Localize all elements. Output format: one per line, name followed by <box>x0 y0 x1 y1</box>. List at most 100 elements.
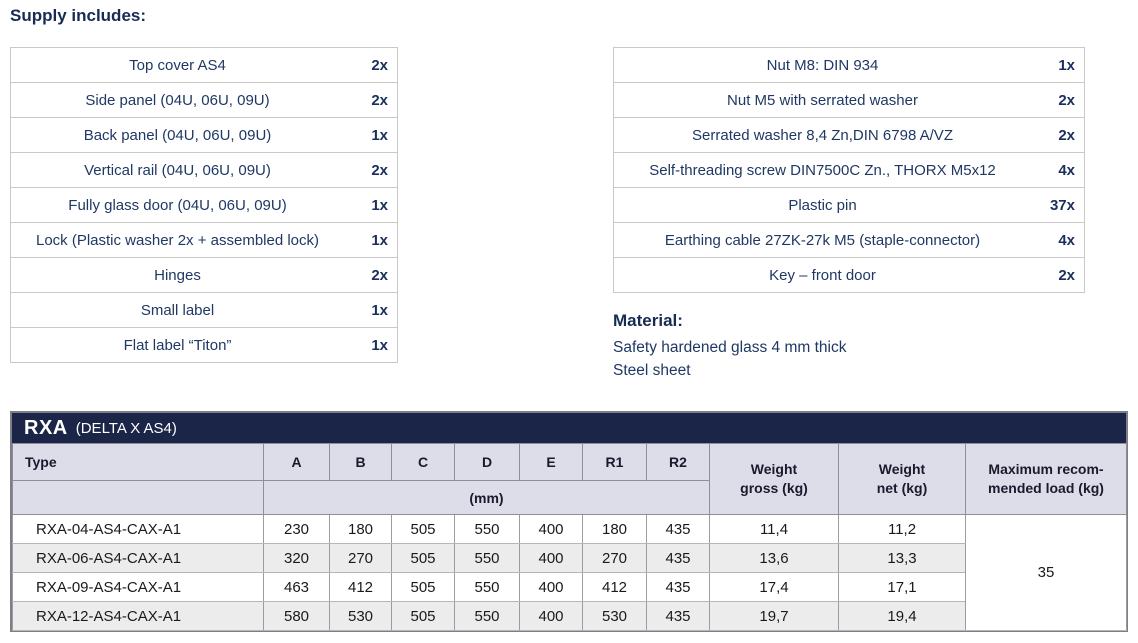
supply-list-right: Nut M8: DIN 934 1x Nut M5 with serrated wa… <box>613 47 1085 293</box>
spec-row: RXA-09-AS4-CAX-A1 463 412 505 550 400 412 435 17… <box>12 572 1127 602</box>
spec-cell-r1: 530 <box>582 601 647 631</box>
spec-cell-r2: 435 <box>646 543 710 573</box>
supply-item-label: Fully glass door (04U, 06U, 09U) <box>10 187 344 223</box>
spec-row: RXA-06-AS4-CAX-A1 320 270 505 550 400 270 435 13… <box>12 543 1127 573</box>
supply-item-qty: 1x <box>1031 47 1085 83</box>
spec-cell-a: 580 <box>263 601 330 631</box>
material-line: Safety hardened glass 4 mm thick <box>613 339 847 356</box>
spec-cell-type: RXA-12-AS4-CAX-A1 <box>12 601 264 631</box>
supply-row: Key – front door 2x <box>613 257 1085 293</box>
col-header-c: C <box>391 443 455 481</box>
col-header-weight-gross: Weight gross (kg) <box>709 443 839 515</box>
col-header-weight-net: Weight net (kg) <box>838 443 966 515</box>
supply-left-body: Top cover AS4 2x Side panel (04U, 06U, 09U… <box>10 47 398 363</box>
supply-item-label: Back panel (04U, 06U, 09U) <box>10 117 344 153</box>
supply-row: Serrated washer 8,4 Zn,DIN 6798 A/VZ 2x <box>613 117 1085 153</box>
spec-cell-gross: 17,4 <box>709 572 839 602</box>
supply-item-qty: 2x <box>344 47 398 83</box>
supply-item-qty: 1x <box>344 187 398 223</box>
spec-cell-r1: 180 <box>582 514 647 544</box>
supply-item-label: Nut M5 with serrated washer <box>613 82 1031 118</box>
supply-row: Flat label “Titon” 1x <box>10 327 398 363</box>
spec-cell-d: 550 <box>454 572 520 602</box>
supply-item-qty: 2x <box>344 152 398 188</box>
spec-cell-c: 505 <box>391 543 455 573</box>
spec-cell-r1: 270 <box>582 543 647 573</box>
col-header-a: A <box>263 443 330 481</box>
col-header-e: E <box>519 443 583 481</box>
material-section: Material: Safety hardened glass 4 mm thi… <box>613 311 846 382</box>
spec-cell-b: 530 <box>329 601 392 631</box>
supply-item-qty: 1x <box>344 327 398 363</box>
spec-row: RXA-04-AS4-CAX-A1 230 180 505 550 400 180 435 11… <box>12 514 1127 631</box>
supply-row: Top cover AS4 2x <box>10 47 398 83</box>
col-header-b: B <box>329 443 392 481</box>
spec-cell-gross: 13,6 <box>709 543 839 573</box>
spec-cell-c: 505 <box>391 601 455 631</box>
supply-item-label: Side panel (04U, 06U, 09U) <box>10 82 344 118</box>
supply-row: Lock (Plastic washer 2x + assembled lock… <box>10 222 398 258</box>
spec-cell-r2: 435 <box>646 601 710 631</box>
supply-item-qty: 2x <box>1031 117 1085 153</box>
spec-cell-r1: 412 <box>582 572 647 602</box>
spec-cell-type: RXA-06-AS4-CAX-A1 <box>12 543 264 573</box>
supply-item-label: Small label <box>10 292 344 328</box>
material-heading: Material: <box>613 311 683 330</box>
spec-cell-e: 400 <box>519 601 583 631</box>
supply-item-label: Serrated washer 8,4 Zn,DIN 6798 A/VZ <box>613 117 1031 153</box>
material-line: Steel sheet <box>613 362 691 379</box>
spec-table-body: RXA-04-AS4-CAX-A1 230 180 505 550 400 180 435 11… <box>12 514 1127 631</box>
spec-cell-gross: 11,4 <box>709 514 839 544</box>
spec-cell-net: 17,1 <box>838 572 966 602</box>
spec-cell-net: 11,2 <box>838 514 966 544</box>
col-header-d: D <box>454 443 520 481</box>
supply-item-qty: 4x <box>1031 222 1085 258</box>
supply-item-qty: 1x <box>344 117 398 153</box>
supply-item-label: Lock (Plastic washer 2x + assembled lock… <box>10 222 344 258</box>
spec-row: RXA-12-AS4-CAX-A1 580 530 505 550 400 530 435 19… <box>12 601 1127 631</box>
supply-item-qty: 1x <box>344 222 398 258</box>
spec-cell-type: RXA-04-AS4-CAX-A1 <box>12 514 264 544</box>
supply-item-qty: 2x <box>344 82 398 118</box>
supply-item-label: Top cover AS4 <box>10 47 344 83</box>
supply-row: Vertical rail (04U, 06U, 09U) 2x <box>10 152 398 188</box>
supply-item-label: Vertical rail (04U, 06U, 09U) <box>10 152 344 188</box>
max-load-value: 35 <box>965 514 1127 631</box>
col-header-max-load: Maximum recom- mended load (kg) <box>965 443 1127 515</box>
spec-subtitle: (DELTA X AS4) <box>75 419 177 437</box>
unit-label-mm: (mm) <box>263 480 710 515</box>
spec-cell-d: 550 <box>454 543 520 573</box>
spec-header-row-1: Type A B C D E R1 R2 Weight gross (kg) W… <box>12 443 1127 515</box>
supply-row: Back panel (04U, 06U, 09U) 1x <box>10 117 398 153</box>
spec-title: RXA <box>24 416 68 439</box>
supply-right-body: Nut M8: DIN 934 1x Nut M5 with serrated wa… <box>613 47 1085 293</box>
spec-cell-d: 550 <box>454 514 520 544</box>
spec-cell-c: 505 <box>391 514 455 544</box>
col-header-type-spacer <box>12 480 264 515</box>
spec-cell-b: 180 <box>329 514 392 544</box>
spec-cell-e: 400 <box>519 514 583 544</box>
col-header-r1: R1 <box>582 443 647 481</box>
supply-row: Side panel (04U, 06U, 09U) 2x <box>10 82 398 118</box>
supply-item-label: Nut M8: DIN 934 <box>613 47 1031 83</box>
spec-cell-type: RXA-09-AS4-CAX-A1 <box>12 572 264 602</box>
supply-item-qty: 1x <box>344 292 398 328</box>
spec-cell-gross: 19,7 <box>709 601 839 631</box>
supply-item-label: Plastic pin <box>613 187 1031 223</box>
supply-item-label: Earthing cable 27ZK-27k M5 (staple-conne… <box>613 222 1031 258</box>
supply-row: Fully glass door (04U, 06U, 09U) 1x <box>10 187 398 223</box>
supply-item-label: Key – front door <box>613 257 1031 293</box>
supply-list-left: Top cover AS4 2x Side panel (04U, 06U, 09U… <box>10 47 398 363</box>
supply-item-qty: 4x <box>1031 152 1085 188</box>
supply-item-label: Self-threading screw DIN7500C Zn., THORX… <box>613 152 1031 188</box>
spec-cell-a: 463 <box>263 572 330 602</box>
supply-item-qty: 2x <box>1031 257 1085 293</box>
spec-cell-a: 230 <box>263 514 330 544</box>
spec-cell-d: 550 <box>454 601 520 631</box>
spec-cell-net: 19,4 <box>838 601 966 631</box>
supply-row: Nut M8: DIN 934 1x <box>613 47 1085 83</box>
spec-title-band: RXA (DELTA X AS4) <box>12 413 1126 443</box>
supply-item-label: Hinges <box>10 257 344 293</box>
supply-row: Plastic pin 37x <box>613 187 1085 223</box>
